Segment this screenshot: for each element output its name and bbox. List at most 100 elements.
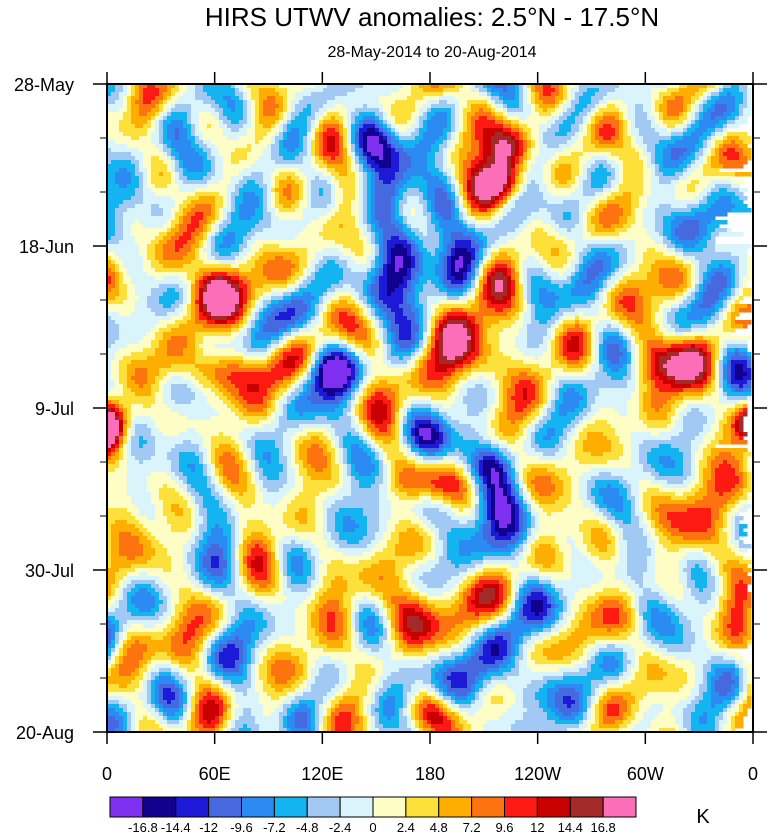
field-cell bbox=[611, 320, 620, 325]
field-cell bbox=[143, 196, 172, 201]
field-cell bbox=[747, 256, 752, 261]
field-cell bbox=[483, 248, 488, 253]
field-cell bbox=[191, 284, 196, 289]
field-cell bbox=[343, 200, 352, 205]
field-cell bbox=[303, 208, 332, 213]
field-cell bbox=[687, 120, 692, 125]
field-cell bbox=[111, 288, 120, 293]
field-cell bbox=[687, 84, 708, 89]
field-cell bbox=[307, 140, 312, 145]
field-cell bbox=[527, 144, 532, 149]
field-cell bbox=[715, 348, 720, 353]
field-cell bbox=[715, 108, 728, 113]
field-cell bbox=[311, 152, 316, 157]
field-cell bbox=[559, 156, 580, 161]
field-cell bbox=[663, 156, 672, 161]
field-cell bbox=[707, 156, 712, 161]
field-cell bbox=[383, 156, 392, 161]
field-cell bbox=[363, 240, 368, 245]
field-cell bbox=[139, 340, 152, 345]
field-cell bbox=[555, 176, 572, 181]
field-cell bbox=[623, 164, 644, 169]
field-cell bbox=[207, 312, 212, 317]
field-cell bbox=[543, 108, 548, 113]
field-cell bbox=[711, 220, 728, 225]
field-cell bbox=[735, 116, 740, 121]
field-cell bbox=[539, 148, 564, 153]
field-cell bbox=[307, 124, 312, 129]
field-cell bbox=[303, 324, 308, 329]
field-cell bbox=[179, 224, 188, 229]
field-cell bbox=[655, 120, 664, 125]
field-cell bbox=[583, 256, 592, 261]
field-cell bbox=[119, 120, 132, 125]
field-cell bbox=[471, 164, 476, 169]
field-cell bbox=[643, 192, 652, 197]
field-cell bbox=[723, 288, 728, 293]
field-cell bbox=[347, 336, 356, 341]
field-cell bbox=[483, 336, 488, 341]
field-cell bbox=[703, 292, 720, 297]
field-cell bbox=[479, 248, 484, 253]
field-cell bbox=[619, 172, 624, 177]
field-cell bbox=[491, 284, 496, 289]
field-cell bbox=[595, 104, 600, 109]
field-cell bbox=[243, 240, 248, 245]
field-cell bbox=[131, 120, 148, 125]
field-cell bbox=[615, 296, 624, 301]
field-cell bbox=[595, 112, 604, 117]
field-cell bbox=[183, 300, 188, 305]
field-cell bbox=[455, 84, 464, 89]
field-cell bbox=[523, 92, 528, 97]
field-cell bbox=[411, 228, 420, 233]
field-cell bbox=[203, 100, 216, 105]
field-cell bbox=[395, 116, 412, 121]
field-cell bbox=[423, 328, 428, 333]
field-cell bbox=[411, 328, 420, 333]
field-cell bbox=[735, 276, 740, 281]
field-cell bbox=[635, 244, 664, 249]
field-cell bbox=[503, 212, 508, 217]
field-cell bbox=[159, 340, 168, 345]
field-cell bbox=[519, 312, 524, 317]
field-cell bbox=[155, 324, 168, 329]
field-cell bbox=[303, 192, 308, 197]
field-cell bbox=[267, 208, 276, 213]
field-cell bbox=[175, 92, 184, 97]
field-cell bbox=[375, 124, 380, 129]
field-cell bbox=[655, 248, 668, 253]
field-cell bbox=[299, 200, 308, 205]
field-cell bbox=[267, 316, 276, 321]
field-cell bbox=[379, 252, 384, 257]
field-cell bbox=[579, 180, 584, 185]
field-cell bbox=[431, 104, 456, 109]
field-cell bbox=[483, 152, 492, 157]
field-cell bbox=[119, 124, 136, 129]
field-cell bbox=[711, 164, 724, 169]
field-cell bbox=[487, 248, 492, 253]
field-cell bbox=[371, 188, 376, 193]
field-cell bbox=[363, 156, 368, 161]
field-cell bbox=[539, 128, 548, 133]
field-cell bbox=[275, 140, 280, 145]
field-cell bbox=[663, 308, 672, 313]
field-cell bbox=[579, 256, 584, 261]
field-cell bbox=[287, 92, 296, 97]
field-cell bbox=[191, 216, 204, 221]
field-cell bbox=[111, 260, 116, 265]
field-cell bbox=[203, 216, 208, 221]
field-cell bbox=[191, 244, 200, 249]
field-cell bbox=[159, 232, 168, 237]
field-cell bbox=[363, 312, 368, 317]
field-cell bbox=[191, 132, 196, 137]
field-cell bbox=[703, 288, 708, 293]
field-cell bbox=[147, 304, 164, 309]
field-cell bbox=[123, 216, 172, 221]
field-cell bbox=[491, 244, 500, 249]
field-cell bbox=[363, 160, 368, 165]
field-cell bbox=[323, 292, 328, 297]
field-cell bbox=[363, 300, 368, 305]
field-cell bbox=[635, 248, 648, 253]
field-cell bbox=[131, 228, 168, 233]
field-cell bbox=[107, 96, 120, 101]
